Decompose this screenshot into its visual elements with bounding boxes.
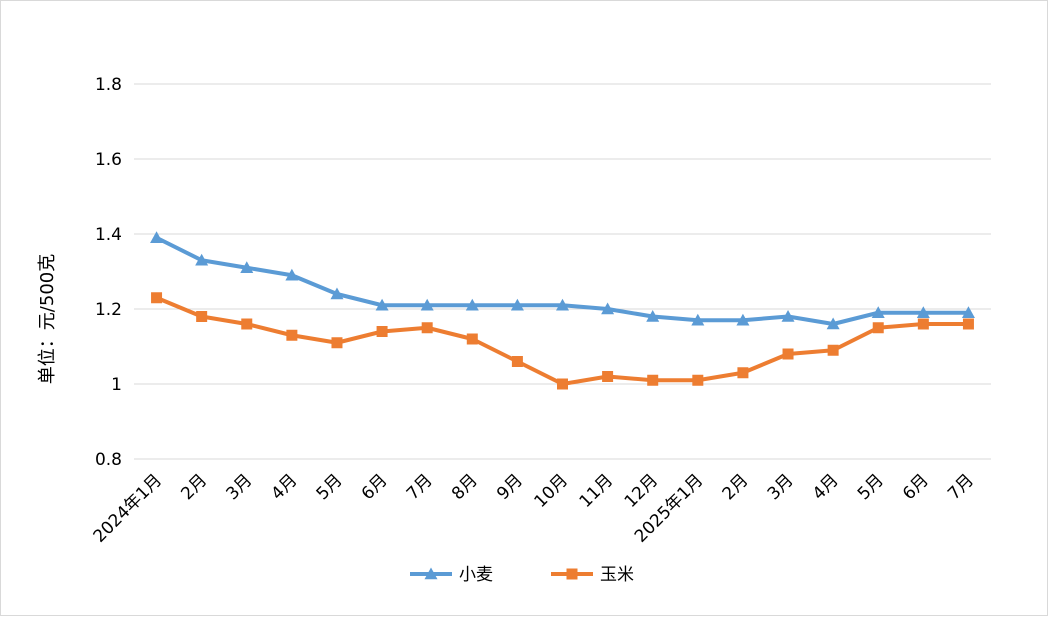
x-tick-label: 12月 <box>621 470 662 511</box>
data-point <box>196 311 208 322</box>
x-tick-label: 7月 <box>944 470 978 504</box>
data-point <box>375 298 389 311</box>
data-point <box>150 231 164 243</box>
legend: 小麦 玉米 <box>410 565 634 585</box>
data-point <box>736 313 750 326</box>
data-point <box>646 310 660 322</box>
x-tick-label: 11月 <box>576 470 617 511</box>
data-point <box>961 306 975 318</box>
data-point <box>557 378 568 390</box>
data-point <box>286 329 298 341</box>
data-point <box>691 313 705 326</box>
x-tick-label: 6月 <box>899 470 933 504</box>
data-point <box>917 318 929 330</box>
x-tick-label: 4月 <box>268 470 302 504</box>
data-point <box>871 306 885 318</box>
data-point <box>692 374 704 386</box>
series-wheat <box>150 231 975 330</box>
legend-marker <box>566 568 578 580</box>
data-point <box>331 337 343 349</box>
data-point <box>826 317 840 330</box>
series-line <box>154 235 971 326</box>
x-tick-label: 3月 <box>764 470 798 504</box>
y-tick-label: 0.8 <box>95 450 122 470</box>
data-point <box>962 318 974 330</box>
y-axis-label: 单位：元/500克 <box>37 254 58 384</box>
y-tick-label: 1 <box>111 375 122 395</box>
data-point <box>421 322 433 334</box>
x-tick-label: 8月 <box>448 470 482 504</box>
series-line <box>154 295 971 386</box>
data-point <box>737 367 749 379</box>
x-tick-label: 2月 <box>177 470 211 504</box>
data-point <box>285 268 299 281</box>
data-point <box>376 326 388 337</box>
y-tick-label: 1.6 <box>95 150 122 170</box>
series-lines <box>150 231 975 390</box>
x-tick-label: 5月 <box>313 470 347 504</box>
data-point <box>330 287 344 300</box>
series-corn <box>151 292 974 390</box>
x-tick-label: 3月 <box>222 470 256 504</box>
data-point <box>151 292 163 304</box>
data-point <box>556 298 569 311</box>
x-tick-label: 6月 <box>358 470 392 504</box>
x-tick-label: 10月 <box>531 470 572 511</box>
data-point <box>240 261 254 273</box>
legend-label: 玉米 <box>600 565 634 585</box>
data-point <box>510 298 524 311</box>
data-point <box>782 348 794 360</box>
y-tick-label: 1.8 <box>95 75 122 95</box>
data-point <box>466 333 478 345</box>
x-tick-label: 5月 <box>854 470 888 504</box>
x-tick-label: 9月 <box>493 470 527 504</box>
data-point <box>601 302 615 315</box>
x-tick-label: 2月 <box>719 470 753 504</box>
y-tick-label: 1.4 <box>95 225 122 245</box>
legend-marker <box>424 567 438 580</box>
x-tick-label: 7月 <box>403 470 437 504</box>
data-point <box>241 318 253 330</box>
y-axis-ticks: 0.8 1 1.2 1.4 1.6 1.8 <box>95 75 122 470</box>
legend-label: 小麦 <box>459 565 493 585</box>
data-point <box>872 322 884 334</box>
data-point <box>465 298 479 311</box>
x-tick-label: 4月 <box>809 470 843 504</box>
data-point <box>511 356 523 367</box>
data-point <box>195 253 209 266</box>
data-point <box>916 306 930 318</box>
data-point <box>602 371 614 382</box>
data-point <box>420 298 434 311</box>
x-tick-label: 2024年1月 <box>90 470 166 546</box>
legend-item-wheat: 小麦 <box>410 565 493 585</box>
data-point <box>781 310 795 322</box>
data-point <box>827 344 839 356</box>
data-point <box>647 374 659 386</box>
legend-item-corn: 玉米 <box>551 565 634 585</box>
y-tick-label: 1.2 <box>95 300 122 320</box>
